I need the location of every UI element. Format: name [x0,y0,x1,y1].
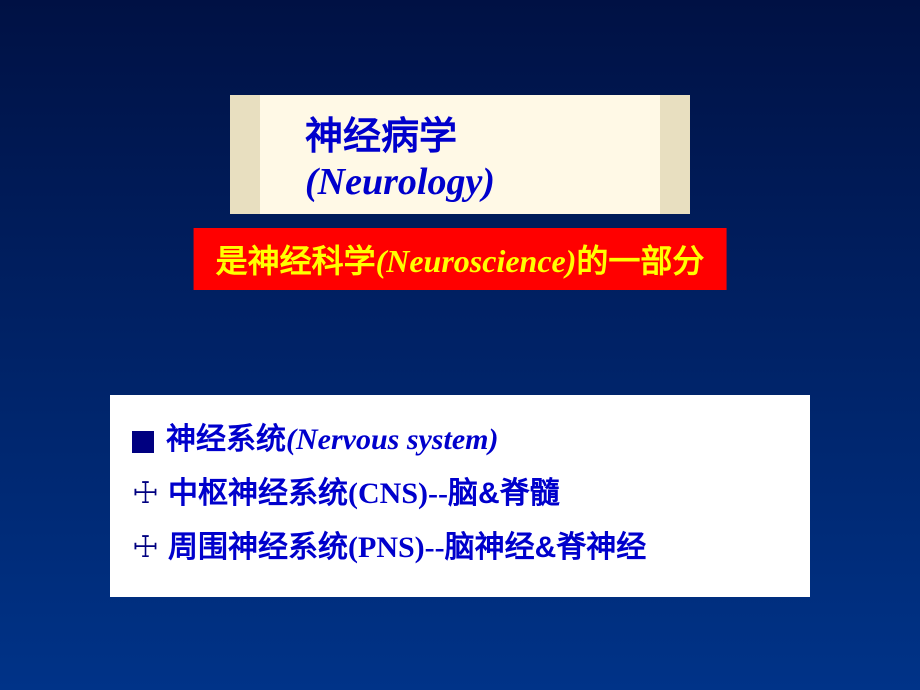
list-item: 神经系统(Nervous system) [132,413,788,467]
item-en-plain: (CNS)-- [348,477,448,510]
content-box: 神经系统(Nervous system) ☩ 中枢神经系统(CNS)--脑&脊髓… [110,395,810,597]
item-en: (Nervous system) [286,423,498,456]
item-text: 周围神经系统(PNS)--脑神经&脊神经 [168,521,646,575]
subtitle-box: 是神经科学(Neuroscience)的一部分 [194,228,727,290]
item-text: 神经系统(Nervous system) [166,413,498,467]
square-bullet-icon [132,431,154,453]
title-cn: 神经病学 [305,116,457,158]
title-en: (Neurology) [305,161,495,203]
item-suffix: 脑&脊髓 [448,477,560,510]
cross-bullet-icon: ☩ [132,467,160,521]
subtitle-prefix: 是神经科学 [216,243,376,279]
item-cn: 周围神经系统 [168,531,348,564]
subtitle-en: (Neuroscience) [376,243,577,279]
title-box: 神经病学(Neurology) [230,95,690,214]
list-item: ☩ 周围神经系统(PNS)--脑神经&脊神经 [132,521,788,575]
subtitle-suffix: 的一部分 [576,243,704,279]
item-suffix: 脑神经&脊神经 [445,531,647,564]
item-cn: 中枢神经系统 [168,477,348,510]
item-text: 中枢神经系统(CNS)--脑&脊髓 [168,467,560,521]
cross-bullet-icon: ☩ [132,521,160,575]
item-cn: 神经系统 [166,423,286,456]
list-item: ☩ 中枢神经系统(CNS)--脑&脊髓 [132,467,788,521]
item-en-plain: (PNS)-- [348,531,445,564]
